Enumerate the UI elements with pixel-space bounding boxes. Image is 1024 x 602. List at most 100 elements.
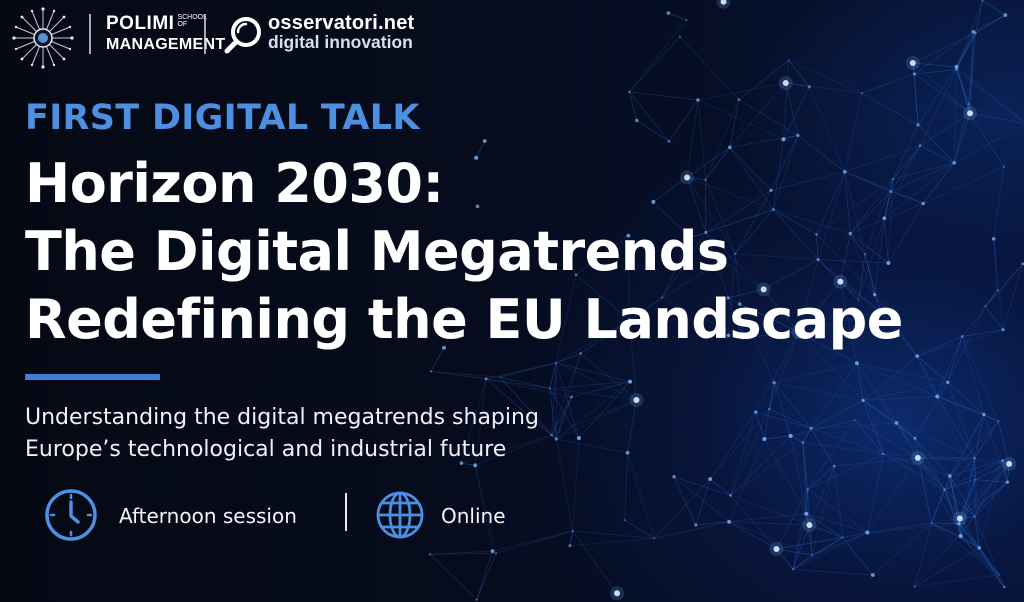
network-link bbox=[555, 274, 577, 363]
osservatori-logo: osservatori.net digital innovation bbox=[268, 13, 414, 52]
network-link bbox=[840, 233, 851, 282]
subtitle-line: Europe’s technological and industrial fu… bbox=[25, 437, 507, 462]
network-link bbox=[861, 92, 919, 126]
network-node bbox=[490, 549, 495, 554]
network-node bbox=[913, 585, 916, 588]
network-link bbox=[960, 535, 1000, 576]
network-link bbox=[916, 355, 949, 383]
network-link bbox=[783, 135, 799, 140]
network-link bbox=[949, 421, 999, 477]
network-link bbox=[627, 399, 637, 453]
network-link bbox=[978, 547, 1005, 588]
network-node bbox=[857, 299, 860, 301]
network-link bbox=[729, 135, 799, 148]
network-link bbox=[730, 411, 757, 496]
network-node bbox=[429, 370, 433, 373]
network-link bbox=[874, 218, 885, 295]
network-link bbox=[953, 69, 957, 163]
network-node bbox=[796, 133, 800, 137]
network-link bbox=[499, 376, 552, 436]
network-link bbox=[730, 435, 791, 496]
network-link bbox=[569, 530, 574, 546]
network-link bbox=[863, 396, 938, 401]
network-link bbox=[580, 353, 637, 401]
network-node bbox=[1003, 585, 1006, 589]
network-links bbox=[429, 0, 1024, 600]
osservatori-tagline: digital innovation bbox=[268, 32, 413, 52]
network-link bbox=[844, 171, 866, 255]
network-node bbox=[1021, 262, 1024, 266]
network-link bbox=[896, 422, 945, 490]
network-link bbox=[959, 463, 1010, 519]
network-link bbox=[485, 378, 557, 440]
network-link bbox=[802, 428, 812, 443]
network-link bbox=[956, 32, 976, 70]
network-link bbox=[959, 479, 976, 519]
network-node bbox=[882, 216, 887, 221]
network-link bbox=[496, 530, 573, 554]
network-link bbox=[569, 538, 655, 547]
network-link bbox=[549, 388, 580, 439]
network-link bbox=[729, 99, 740, 148]
network-node bbox=[909, 60, 916, 67]
title-underline bbox=[25, 374, 160, 380]
network-node bbox=[974, 478, 976, 481]
network-link bbox=[985, 263, 1024, 307]
event-subtitle: Understanding the digital megatrends sha… bbox=[25, 402, 539, 466]
network-link bbox=[961, 263, 1024, 337]
network-link bbox=[430, 370, 501, 378]
network-link bbox=[735, 209, 774, 254]
network-link bbox=[944, 489, 962, 537]
network-link bbox=[793, 568, 873, 576]
network-node bbox=[684, 174, 691, 181]
network-link bbox=[968, 33, 976, 105]
network-link bbox=[914, 523, 932, 587]
network-link bbox=[627, 452, 655, 539]
network-link bbox=[661, 232, 707, 298]
network-link bbox=[960, 479, 976, 537]
network-link bbox=[809, 466, 835, 526]
network-node bbox=[484, 377, 488, 381]
network-link bbox=[728, 521, 777, 550]
network-link bbox=[969, 113, 1005, 167]
network-link bbox=[883, 453, 950, 477]
network-node bbox=[889, 190, 893, 193]
network-link bbox=[844, 171, 924, 204]
network-link bbox=[730, 495, 777, 550]
network-node bbox=[473, 463, 478, 468]
network-link bbox=[807, 465, 835, 490]
network-node bbox=[841, 536, 844, 539]
network-link bbox=[790, 419, 855, 437]
network-link bbox=[998, 421, 1010, 465]
network-node bbox=[720, 0, 727, 5]
network-node bbox=[921, 201, 925, 206]
network-link bbox=[734, 253, 744, 339]
network-link bbox=[572, 530, 655, 539]
network-link bbox=[739, 303, 775, 383]
network-link bbox=[549, 388, 557, 440]
network-link bbox=[728, 438, 765, 522]
network-link bbox=[947, 306, 986, 383]
network-link bbox=[551, 396, 572, 436]
network-node bbox=[916, 123, 920, 127]
network-link bbox=[474, 465, 497, 554]
network-link bbox=[807, 453, 884, 490]
network-link bbox=[949, 475, 961, 519]
network-link bbox=[960, 535, 1005, 588]
network-link bbox=[774, 382, 864, 401]
network-link bbox=[914, 438, 945, 490]
network-link bbox=[729, 82, 787, 148]
network-link bbox=[931, 475, 951, 524]
network-link bbox=[953, 104, 970, 163]
network-node bbox=[576, 436, 581, 441]
network-link bbox=[912, 32, 976, 64]
network-link bbox=[916, 336, 963, 357]
network-link bbox=[850, 203, 924, 234]
network-node bbox=[694, 523, 698, 527]
network-node bbox=[653, 537, 656, 540]
network-link bbox=[956, 66, 1024, 123]
network-link bbox=[883, 145, 921, 219]
network-link bbox=[914, 69, 957, 75]
network-link bbox=[555, 352, 581, 364]
network-link bbox=[686, 177, 774, 210]
